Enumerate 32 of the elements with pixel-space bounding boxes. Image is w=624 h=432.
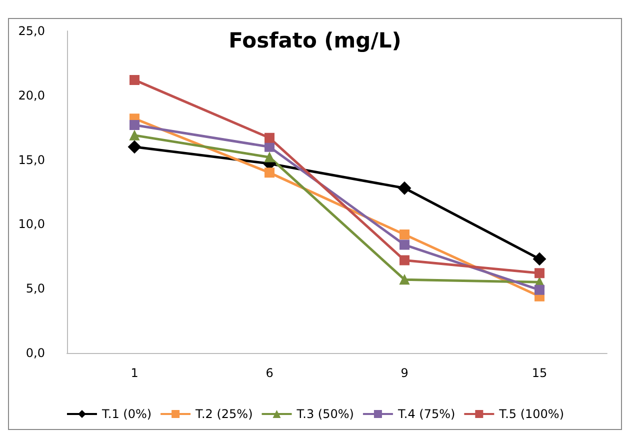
y-tick-label: 0,0 [26,346,45,360]
y-tick-label: 25,0 [18,24,45,38]
point [264,152,274,162]
x-tick-label: 6 [266,366,274,380]
x-tick-label: 15 [532,366,548,380]
y-tick-label: 15,0 [18,152,45,167]
point [130,74,140,85]
point [128,140,141,154]
point [534,284,544,295]
y-tick-label: 10,0 [18,217,45,232]
point [534,268,544,278]
legend-label: T.3 (50%) [296,407,354,421]
legend-label: T.2 (25%) [194,407,253,421]
x-tick-label: 1 [130,366,138,380]
point [264,142,274,152]
point [400,240,410,250]
x-tick-label: 9 [400,366,408,380]
point [400,274,410,285]
legend-label: T.4 (75%) [396,407,456,421]
point [264,168,274,178]
point [264,132,274,143]
legend-label: T.5 (100%) [498,407,564,421]
y-tick-label: 20,0 [18,88,45,102]
point [130,130,140,140]
point [130,120,140,130]
chart-title: Fosfato (mg/L) [228,28,402,52]
point [398,182,411,195]
point [533,252,546,266]
point [400,255,410,266]
y-tick-label: 5,0 [26,282,45,296]
legend-label: T.1 (0%) [100,407,152,421]
point [400,230,410,240]
